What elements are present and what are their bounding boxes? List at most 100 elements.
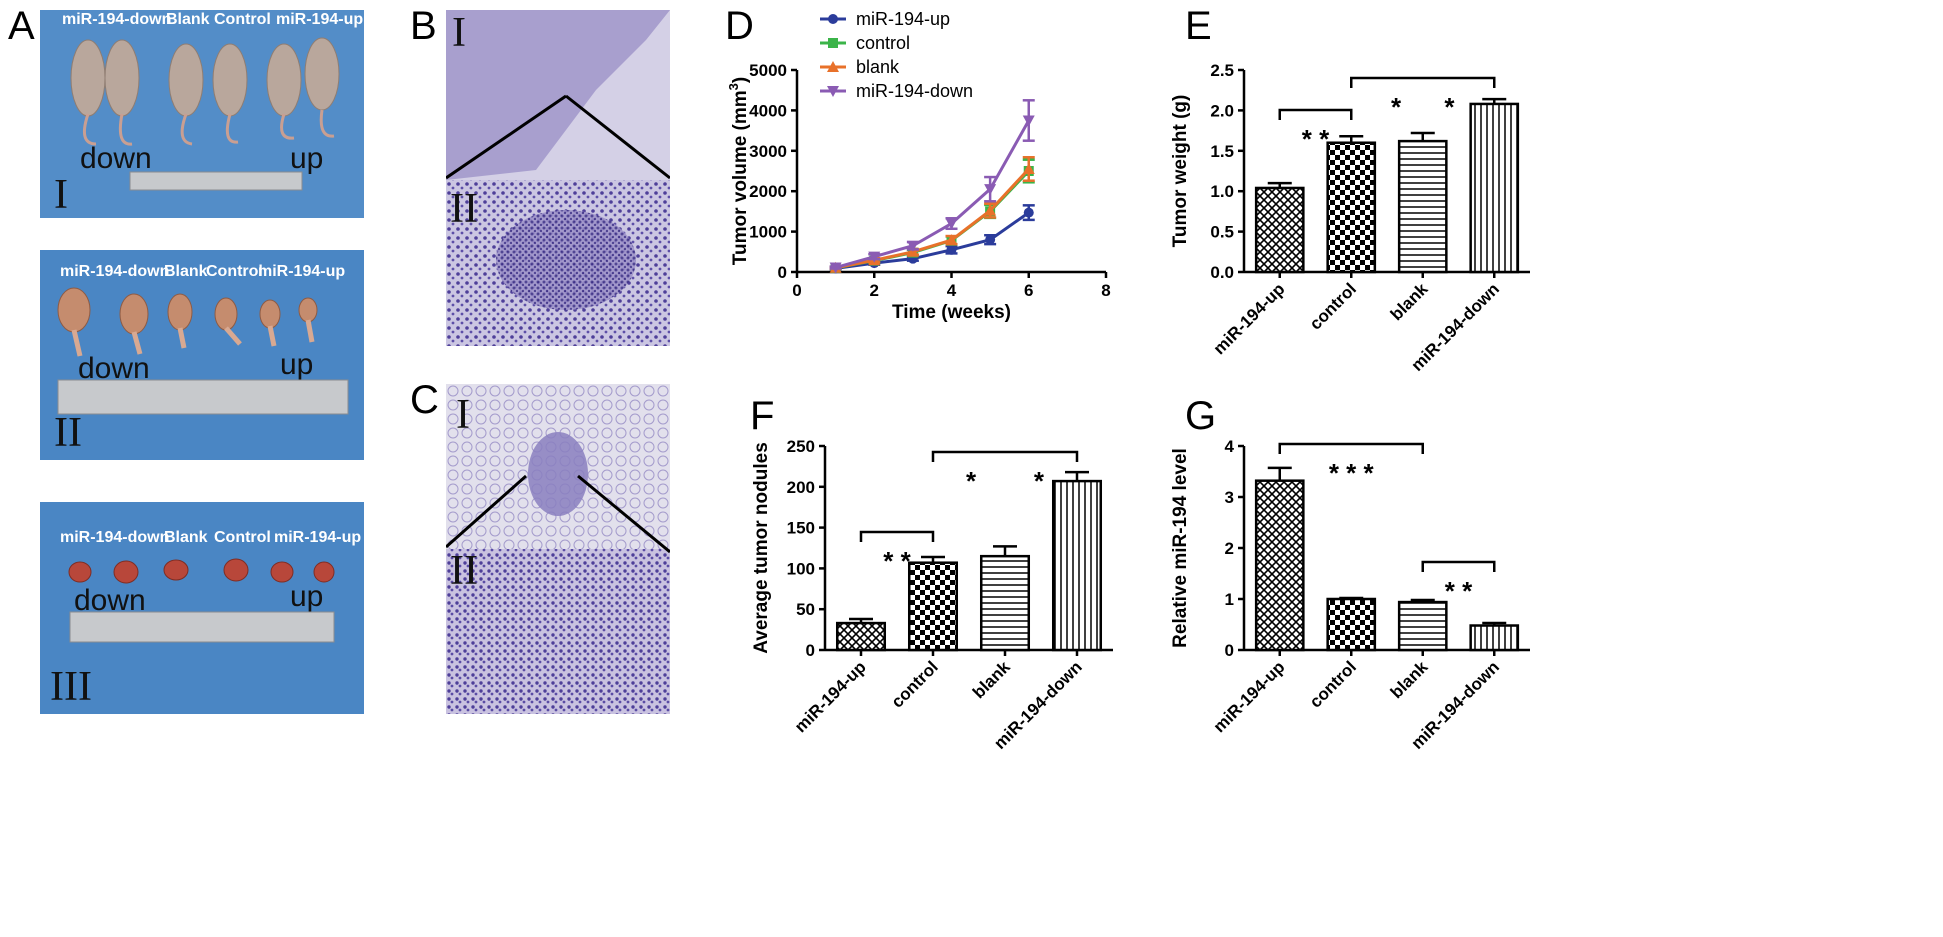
significance-bracket: [859, 530, 935, 542]
photo3-label-control: Control: [214, 529, 271, 546]
bar-blank: [1397, 600, 1448, 652]
y-tick-label: 0: [806, 641, 815, 660]
y-tick-label: 1.5: [1210, 142, 1234, 161]
panel-c-bottom-roman: II: [450, 548, 478, 594]
photo1-up-text: up: [290, 142, 323, 175]
x-tick-label: 0: [792, 281, 801, 300]
y-tick-label: 2.0: [1210, 101, 1234, 120]
significance-bracket: [1278, 442, 1424, 454]
series-control: [829, 158, 1035, 273]
bar-miR-194-down: [1051, 479, 1103, 652]
data-point: [906, 240, 919, 252]
y-tick-label: 4000: [749, 101, 787, 120]
y-tick-label: 100: [787, 559, 815, 578]
legend-marker: [828, 38, 838, 48]
panel-b-top-roman: I: [452, 10, 466, 56]
chart-tumor-weight: 0.0 0.5 1.0 1.5 2.0 2.5 Tumor weight (g) miR-19…: [1170, 61, 1530, 375]
y-tick-label: 2.5: [1210, 61, 1234, 80]
y-tick-label: 5000: [749, 61, 787, 80]
x-tick-label: control: [1306, 279, 1360, 333]
y-tick-label: 0.5: [1210, 223, 1234, 242]
photo-tumors: miR-194-down Blank Control miR-194-up do…: [40, 250, 364, 460]
x-tick-label: miR-194-up: [1210, 657, 1289, 736]
photo-mice: miR-194-down Blank Control miR-194-up do…: [40, 10, 364, 218]
photo1-label-blank: Blank: [166, 11, 210, 28]
chart-tumor-nodules: 0 50 100 150 200 250 Average tumor nodules miR-…: [751, 437, 1113, 753]
data-point: [829, 262, 842, 274]
y-tick-label: 2000: [749, 182, 787, 201]
data-point: [868, 251, 881, 263]
y-tick-label: 1.0: [1210, 182, 1234, 201]
x-tick-label: 2: [870, 281, 879, 300]
panel-b-letter: B: [410, 4, 437, 48]
y-tick-label: 2: [1225, 539, 1234, 558]
panel-c-letter: C: [410, 378, 439, 422]
legend-label: control: [856, 33, 910, 53]
photo2-label-down: miR-194-down: [60, 263, 169, 280]
y-tick-label: 50: [796, 600, 815, 619]
bar-blank: [1397, 139, 1448, 274]
series-line: [835, 119, 1031, 269]
photo3-label-blank: Blank: [164, 529, 208, 546]
panel-g-letter: G: [1185, 394, 1217, 438]
photo2-label-up: miR-194-up: [258, 263, 345, 280]
histology-b: I II: [446, 10, 670, 346]
significance-stars: * *: [966, 466, 1045, 496]
x-tick-label: 4: [947, 281, 957, 300]
photo1-roman: I: [54, 172, 68, 218]
bar-miR-194-up: [1254, 479, 1305, 652]
panel-e-letter: E: [1185, 4, 1212, 48]
significance-bracket: [1350, 76, 1496, 88]
x-tick-label: control: [888, 657, 942, 711]
y-tick-label: 3: [1225, 488, 1234, 507]
significance-stars: * *: [1302, 124, 1330, 154]
significance-bracket: [1421, 560, 1496, 572]
x-tick-label: miR-194-up: [1210, 279, 1289, 358]
legend-marker: [828, 14, 838, 24]
significance-stars: * * *: [1329, 458, 1375, 488]
panel-a-letter: A: [8, 4, 35, 48]
bar-miR-194-down: [1469, 624, 1520, 652]
y-axis-label: Relative miR-194 level: [1170, 448, 1191, 648]
legend-label: blank: [856, 57, 900, 77]
bar-miR-194-up: [1254, 186, 1305, 274]
data-point: [984, 204, 997, 216]
data-point: [985, 234, 996, 245]
x-tick-label: blank: [969, 657, 1014, 702]
x-tick-label: miR-194-up: [791, 657, 870, 736]
photo1-down-text: down: [80, 142, 152, 175]
y-tick-label: 250: [787, 437, 815, 456]
y-tick-label: 3000: [749, 142, 787, 161]
photo3-label-down: miR-194-down: [60, 529, 169, 546]
x-tick-label: 8: [1101, 281, 1110, 300]
data-point: [945, 218, 958, 230]
y-tick-label: 150: [787, 519, 815, 538]
bar-control: [1326, 597, 1377, 652]
histology-c: I II: [446, 384, 670, 714]
significance-stars: * *: [883, 546, 911, 576]
data-point: [1022, 115, 1035, 127]
x-axis-label: Time (weeks): [892, 302, 1011, 323]
photo2-roman: II: [54, 410, 82, 456]
x-tick-label: blank: [1387, 657, 1432, 702]
photo3-up-text: up: [290, 580, 323, 613]
y-tick-label: 4: [1225, 437, 1235, 456]
y-axis-label: Average tumor nodules: [751, 442, 772, 654]
bar-control: [1326, 141, 1377, 274]
photo3-label-up: miR-194-up: [274, 529, 361, 546]
legend-marker: [827, 86, 839, 97]
significance-stars: * *: [1391, 92, 1455, 122]
photo1-label-control: Control: [214, 11, 271, 28]
photo2-label-blank: Blank: [164, 263, 208, 280]
x-tick-label: control: [1306, 657, 1360, 711]
photo3-roman: III: [50, 664, 92, 710]
y-tick-label: 0: [1225, 641, 1234, 660]
photo2-label-control: Control: [206, 263, 263, 280]
series-line: [835, 211, 1030, 270]
y-tick-label: 1: [1225, 590, 1234, 609]
series-down: [829, 99, 1035, 274]
photo1-label-up: miR-194-up: [276, 11, 363, 28]
panel-b-bottom-roman: II: [450, 186, 478, 232]
y-tick-label: 1000: [749, 223, 787, 242]
y-tick-label: 0: [778, 263, 787, 282]
